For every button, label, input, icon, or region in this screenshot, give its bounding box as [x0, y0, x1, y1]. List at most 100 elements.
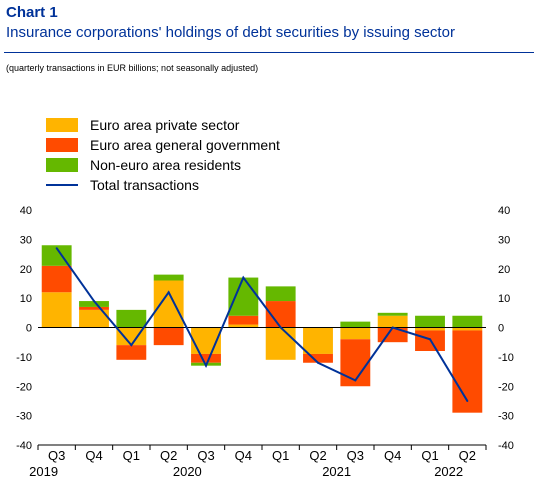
x-tick-label: Q4 — [384, 448, 401, 463]
x-year-label: 2022 — [434, 464, 463, 479]
total-transactions-point — [205, 364, 207, 367]
bar-segment-non-euro — [79, 301, 109, 307]
total-transactions-point — [130, 344, 133, 347]
total-transactions-line — [55, 247, 469, 402]
total-transactions-point — [429, 338, 431, 341]
legend-item-private: Euro area private sector — [46, 115, 280, 135]
bar-segment-government — [41, 265, 72, 293]
y-tick-label-right: -10 — [498, 352, 514, 364]
legend-label-non-euro: Non-euro area residents — [90, 157, 241, 173]
bar-segment-government — [228, 315, 259, 325]
x-tick-label: Q3 — [48, 448, 65, 463]
total-transactions-point — [466, 399, 469, 402]
total-transactions-point — [354, 379, 357, 382]
bar-segment-government — [303, 353, 333, 363]
bar-segment-government — [340, 339, 371, 387]
bar-segment-private — [116, 327, 147, 346]
total-transactions-point — [391, 326, 394, 329]
legend-label-private: Euro area private sector — [90, 117, 240, 133]
bar-segment-non-euro — [41, 245, 72, 266]
x-tick-label: Q3 — [197, 448, 214, 463]
legend-line-total — [46, 184, 78, 186]
x-year-label: 2019 — [29, 464, 58, 479]
y-tick-label-right: 40 — [498, 205, 510, 217]
total-transactions-point — [242, 276, 245, 279]
y-tick-label-right: -30 — [498, 411, 514, 423]
bar-segment-private — [340, 327, 371, 340]
legend-item-total: Total transactions — [46, 175, 280, 195]
y-tick-label-left: -30 — [16, 411, 32, 423]
bar-segment-private — [452, 327, 483, 331]
y-tick-label-left: 20 — [20, 264, 32, 276]
x-tick-label: Q1 — [421, 448, 438, 463]
total-line-group — [55, 247, 469, 402]
x-tick-label: Q4 — [85, 448, 102, 463]
legend-item-non-euro: Non-euro area residents — [46, 155, 280, 175]
bar-segment-private — [303, 327, 333, 354]
x-tick-label: Q1 — [272, 448, 289, 463]
bar-segment-non-euro — [153, 274, 184, 281]
x-tick-label: Q2 — [459, 448, 476, 463]
stacked-bars — [41, 245, 483, 413]
legend-item-government: Euro area general government — [46, 135, 280, 155]
y-tick-label-right: 10 — [498, 293, 510, 305]
x-year-label: 2021 — [322, 464, 351, 479]
total-transactions-point — [55, 247, 58, 250]
chart-subtitle: (quarterly transactions in EUR billions;… — [6, 63, 259, 73]
bar-segment-government — [452, 330, 483, 413]
y-axis-left: 40 30 20 10 0 -10 -20 -30 -40 — [16, 205, 32, 452]
x-axis: Q3 Q4 Q1 Q2 Q3 Q4 Q1 Q2 Q3 Q4 Q1 Q2 2019 2020 2021 2022 — [29, 444, 487, 479]
chart-label: Chart 1 — [6, 4, 58, 21]
legend-label-government: Euro area general government — [90, 137, 280, 153]
chart-header: Chart 1 Insurance corporations' holdings… — [6, 4, 534, 43]
x-tick-label: Q3 — [347, 448, 364, 463]
bar-segment-government — [191, 353, 221, 363]
bar-segment-non-euro — [377, 312, 408, 316]
bar-segment-private — [415, 327, 445, 331]
chart-legend: Euro area private sector Euro area gener… — [46, 115, 280, 195]
bar-segment-government — [153, 327, 184, 346]
header-divider — [4, 52, 534, 53]
bar-segment-non-euro — [340, 321, 371, 328]
y-tick-label-left: 40 — [20, 205, 32, 217]
bar-segment-non-euro — [452, 315, 483, 328]
legend-swatch-private — [46, 118, 78, 132]
legend-label-total: Total transactions — [90, 177, 199, 193]
y-tick-label-left: 30 — [20, 234, 32, 246]
y-tick-label-left: -40 — [16, 440, 32, 452]
y-tick-label-right: 0 — [498, 323, 504, 335]
x-year-label: 2020 — [173, 464, 202, 479]
x-tick-label: Q4 — [235, 448, 252, 463]
x-tick-label: Q2 — [160, 448, 177, 463]
bar-segment-non-euro — [265, 286, 296, 302]
bar-segment-government — [377, 327, 408, 343]
bar-segment-private — [265, 327, 296, 360]
total-transactions-point — [167, 291, 170, 294]
y-tick-label-left: -20 — [16, 381, 32, 393]
y-tick-label-right: 20 — [498, 264, 510, 276]
y-axis-right: 40 30 20 10 0 -10 -20 -30 -40 — [498, 205, 514, 452]
total-transactions-point — [317, 361, 319, 364]
bar-segment-private — [377, 315, 408, 328]
bar-segment-government — [79, 306, 109, 310]
bar-segment-private — [41, 292, 72, 328]
y-tick-label-right: -40 — [498, 440, 514, 452]
legend-swatch-non-euro — [46, 158, 78, 172]
y-tick-label-left: 0 — [26, 323, 32, 335]
bar-segment-non-euro — [415, 315, 445, 328]
bar-segment-non-euro — [116, 309, 147, 328]
total-transactions-point — [93, 300, 95, 303]
bar-segment-private — [153, 280, 184, 328]
y-tick-label-right: 30 — [498, 234, 510, 246]
bar-segment-non-euro — [228, 277, 259, 316]
y-tick-label-left: -10 — [16, 352, 32, 364]
total-transactions-point — [279, 326, 282, 329]
y-tick-label-left: 10 — [20, 293, 32, 305]
chart-title: Insurance corporations' holdings of debt… — [6, 24, 455, 41]
bar-segment-private — [228, 324, 259, 328]
x-tick-label: Q2 — [309, 448, 326, 463]
bar-segment-government — [116, 345, 147, 360]
legend-swatch-government — [46, 138, 78, 152]
x-tick-label: Q1 — [123, 448, 140, 463]
